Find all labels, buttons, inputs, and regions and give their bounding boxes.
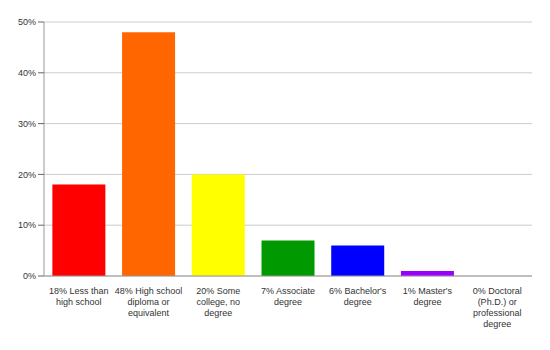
svg-text:20% Somecollege, nodegree: 20% Somecollege, nodegree [196,286,240,318]
svg-text:1% Master'sdegree: 1% Master'sdegree [403,286,453,307]
svg-text:40%: 40% [18,68,36,78]
svg-text:7% Associatedegree: 7% Associatedegree [261,286,315,307]
svg-text:10%: 10% [18,220,36,230]
svg-text:0% Doctoral(Ph.D.) orprofessio: 0% Doctoral(Ph.D.) orprofessionaldegree [473,286,522,329]
svg-text:30%: 30% [18,119,36,129]
svg-text:0%: 0% [23,271,36,281]
svg-text:48% High schooldiploma orequiv: 48% High schooldiploma orequivalent [115,286,183,318]
svg-text:18% Less thanhigh school: 18% Less thanhigh school [49,286,109,307]
svg-text:50%: 50% [18,17,36,27]
svg-text:6% Bachelor'sdegree: 6% Bachelor'sdegree [329,286,387,307]
svg-text:20%: 20% [18,170,36,180]
